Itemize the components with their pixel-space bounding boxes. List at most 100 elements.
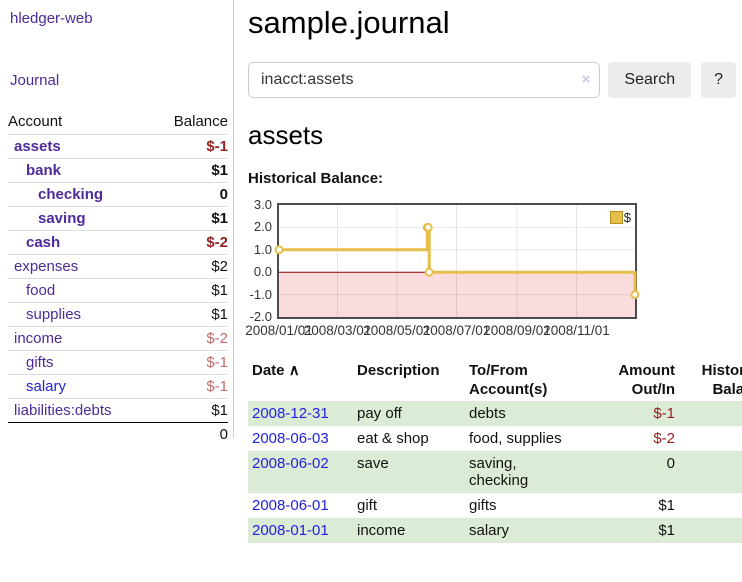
accounts-total-row: 0 <box>8 422 228 446</box>
legend-label: $ <box>623 210 631 225</box>
accounts-total-value: 0 <box>219 426 228 443</box>
accounts-table-header: Account Balance <box>8 110 228 134</box>
chart-legend: $ <box>609 210 631 225</box>
transaction-date-link[interactable]: 2008-06-01 <box>252 497 329 514</box>
account-link[interactable]: bank <box>26 162 62 179</box>
chart-plot: $ <box>274 203 640 319</box>
transaction-amount: $1 <box>658 497 675 514</box>
y-axis-tick-label: 1.0 <box>253 241 272 257</box>
register-col-accounts: To/From Account(s) <box>469 362 548 398</box>
account-row: supplies $1 <box>8 302 228 326</box>
data-point-marker <box>274 245 284 255</box>
transaction-date-link[interactable]: 2008-06-03 <box>252 430 329 447</box>
account-link[interactable]: gifts <box>26 354 54 371</box>
account-link[interactable]: checking <box>38 186 104 203</box>
register-col-amount: Amount Out/In <box>618 362 675 398</box>
account-balance: $1 <box>211 306 228 323</box>
transaction-description: income <box>357 522 406 539</box>
transaction-date-link[interactable]: 2008-12-31 <box>252 405 329 422</box>
accounts-table: Account Balance assets $-1 bank $1 checking 0… <box>8 110 228 446</box>
help-button[interactable]: ? <box>701 62 736 98</box>
register-table: Date ∧ Description To/From Account(s) Am… <box>248 359 742 543</box>
account-balance: $-1 <box>206 354 228 371</box>
search-box: × <box>248 62 601 98</box>
transaction-accounts: gifts <box>469 497 497 514</box>
search-button[interactable]: Search <box>608 62 692 98</box>
account-link[interactable]: food <box>26 282 56 299</box>
register-row: 2008-01-01 income salary $1$1 <box>248 518 742 543</box>
transaction-balance: $2 <box>679 493 742 518</box>
account-row: checking 0 <box>8 182 228 206</box>
register-row: 2008-06-02 save saving, checking 0$2 <box>248 451 742 493</box>
transaction-balance: $1 <box>679 518 742 543</box>
account-row: liabilities:debts $1 <box>8 398 228 422</box>
account-balance: $1 <box>211 210 228 227</box>
account-balance: $1 <box>211 402 228 419</box>
legend-swatch-icon <box>609 211 623 224</box>
transaction-date-link[interactable]: 2008-06-02 <box>252 455 329 472</box>
account-link[interactable]: liabilities:debts <box>14 402 112 419</box>
transaction-accounts: food, supplies <box>469 430 562 447</box>
transaction-accounts: debts <box>469 405 506 422</box>
account-link[interactable]: assets <box>14 138 61 155</box>
account-row: bank $1 <box>8 158 228 182</box>
transaction-description: pay off <box>357 405 402 422</box>
account-link[interactable]: saving <box>38 210 86 227</box>
account-balance: $-2 <box>206 234 228 251</box>
y-axis-tick-label: 2.0 <box>253 219 272 235</box>
account-link[interactable]: salary <box>26 378 67 395</box>
data-point-marker <box>423 222 433 232</box>
transaction-amount: $-2 <box>653 430 675 447</box>
x-axis-tick-label: 2008/11/01 <box>543 323 610 338</box>
account-row: salary $-1 <box>8 374 228 398</box>
clear-search-icon[interactable]: × <box>581 71 591 88</box>
transaction-description: eat & shop <box>357 430 429 447</box>
account-link[interactable]: cash <box>26 234 61 251</box>
y-axis-tick-label: 0.0 <box>253 264 272 280</box>
transaction-description: save <box>357 455 389 472</box>
accounts-list: assets $-1 bank $1 checking 0 saving $1 cash $-2 e… <box>8 134 228 422</box>
search-input[interactable] <box>248 62 601 98</box>
account-balance: $2 <box>211 258 228 275</box>
x-axis-tick-label: 2008/07/01 <box>422 323 491 338</box>
transaction-accounts: salary <box>469 522 510 539</box>
chart-y-axis: 3.0 2.0 1.0 0.0 -1.0 -2.0 <box>248 197 277 339</box>
y-axis-tick-label: -2.0 <box>249 309 272 324</box>
balance-chart: 3.0 2.0 1.0 0.0 -1.0 -2.0 $ 2008/01/01 2008/03… <box>245 197 736 339</box>
chart-area: $ 2008/01/01 2008/03/01 2008/05/01 2008/07/… <box>245 203 640 339</box>
account-link[interactable]: income <box>14 330 63 347</box>
account-balance: $1 <box>211 162 228 179</box>
account-balance: $-1 <box>206 138 228 155</box>
transaction-balance: $2 <box>679 451 742 493</box>
account-balance: $1 <box>211 282 228 299</box>
chart-x-axis: 2008/01/01 2008/03/01 2008/05/01 2008/07/01… <box>245 319 637 339</box>
y-axis-tick-label: -1.0 <box>249 286 272 302</box>
account-balance: $-1 <box>206 378 228 395</box>
register-col-date[interactable]: Date <box>252 362 285 379</box>
data-point-marker <box>424 267 434 277</box>
account-row: gifts $-1 <box>8 350 228 374</box>
x-axis-tick-label: 2008/03/01 <box>303 323 372 338</box>
sidebar-divider <box>233 0 234 438</box>
transaction-date-link[interactable]: 2008-01-01 <box>252 522 329 539</box>
account-row: cash $-2 <box>8 230 228 254</box>
transaction-balance: $-1 <box>679 401 742 426</box>
sort-ascending-icon[interactable]: ∧ <box>288 362 300 379</box>
transaction-amount: $1 <box>658 522 675 539</box>
page-title: sample.journal <box>248 5 450 40</box>
transaction-amount: 0 <box>666 455 675 472</box>
register-row: 2008-12-31 pay off debts $-1$-1 <box>248 401 742 426</box>
account-row: food $1 <box>8 278 228 302</box>
register-row: 2008-06-03 eat & shop food, supplies $-20 <box>248 426 742 451</box>
accounts-col-account: Account <box>8 113 63 130</box>
brand-link[interactable]: hledger-web <box>10 10 93 27</box>
nav-journal-link[interactable]: Journal <box>10 72 60 89</box>
main-content: sample.journal × Search ? assets Histori… <box>245 0 742 543</box>
register-row: 2008-06-01 gift gifts $1$2 <box>248 493 742 518</box>
account-link[interactable]: supplies <box>26 306 82 323</box>
account-row: assets $-1 <box>8 134 228 158</box>
x-axis-tick-label: 2008/01/01 <box>245 323 313 338</box>
register-col-balance: Historical Balance <box>701 362 742 398</box>
account-link[interactable]: expenses <box>14 258 79 275</box>
